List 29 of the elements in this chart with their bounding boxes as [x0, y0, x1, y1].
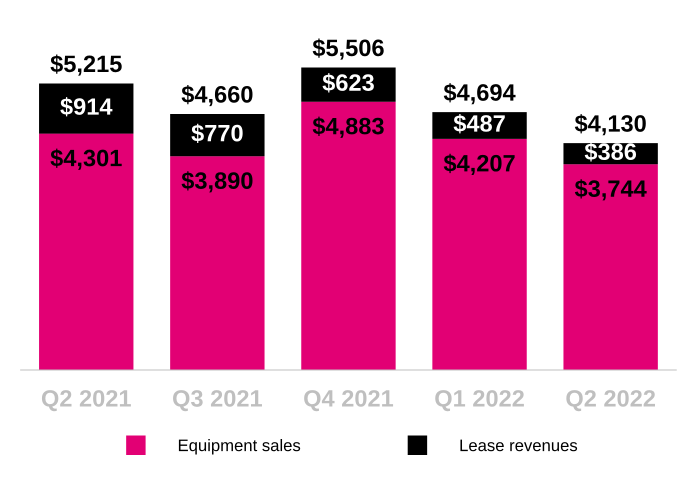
data-label: $487	[454, 114, 505, 134]
x-tick-label: Q2 2021	[42, 390, 131, 412]
data-label: $386	[584, 142, 636, 162]
data-label: $4,301	[50, 148, 122, 170]
total-label: $5,215	[50, 54, 122, 76]
bar	[432, 138, 527, 370]
bar	[170, 114, 265, 156]
data-label: $4,207	[444, 154, 515, 175]
legend-label: Lease revenues	[460, 440, 578, 452]
x-tick-label: Q1 2022	[435, 390, 524, 412]
total-label: $4,130	[574, 114, 646, 136]
total-label: $4,694	[444, 83, 516, 104]
data-label: $3,890	[182, 171, 252, 192]
legend-label: Equipment sales	[178, 439, 300, 455]
bar	[39, 83, 134, 134]
bar	[170, 156, 265, 370]
data-label: $914	[60, 97, 112, 116]
data-label: $770	[191, 124, 243, 143]
bar	[39, 134, 134, 370]
data-label: $3,744	[574, 179, 647, 200]
data-label: $623	[322, 73, 374, 92]
x-tick-label: Q3 2021	[173, 390, 262, 412]
data-label: $4,883	[312, 116, 384, 138]
bar	[563, 164, 658, 370]
x-tick-label: Q4 2021	[304, 390, 394, 412]
total-label: $5,506	[312, 38, 384, 60]
total-label: $4,660	[182, 84, 252, 106]
bar	[301, 102, 396, 370]
x-tick-label: Q2 2022	[566, 390, 655, 412]
